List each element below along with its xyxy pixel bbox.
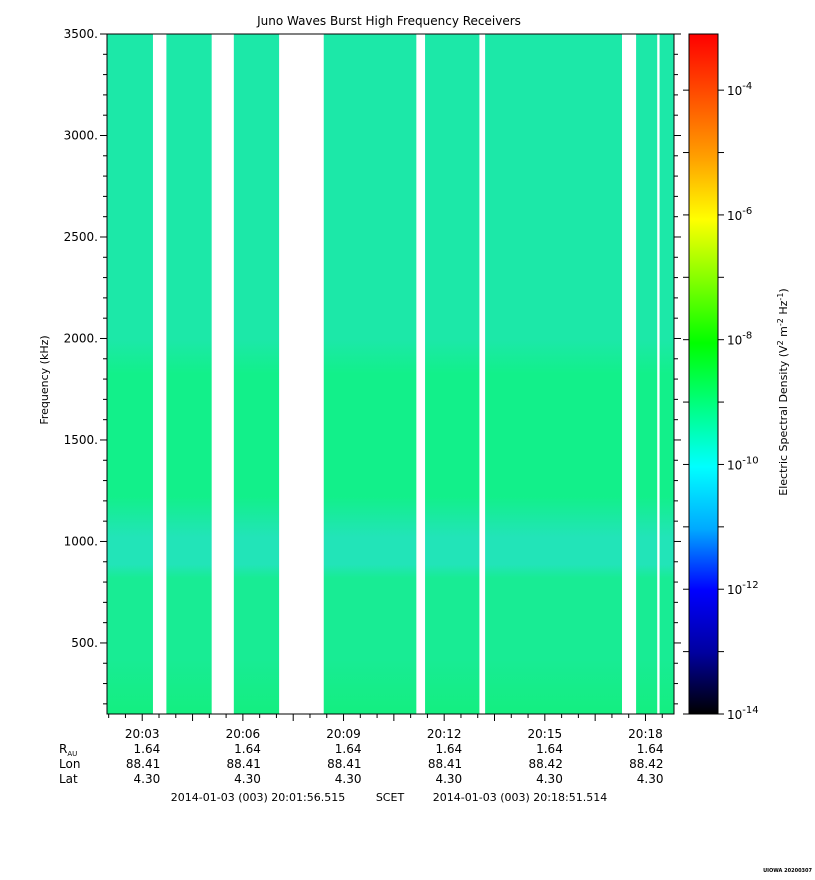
x-axis: 20:03 20:06 20:09 20:12 20:15 20:18 [108,714,663,741]
ephemeris-value: 1.64 [536,742,563,756]
colorbar-tick-label: 10-10 [727,455,759,472]
ephemeris-row-label: Lat [59,772,78,786]
colorbar-tick-label: 10-8 [727,331,752,348]
colorbar-tick-exponent: -10 [742,455,758,466]
ephemeris-value: 4.30 [335,772,362,786]
colorbar-tick-base: 10 [727,84,742,98]
time-range-footer: 2014-01-03 (003) 20:01:56.515 SCET 2014-… [171,791,607,804]
data-interval-band-7 [636,34,658,714]
time-range-start: 2014-01-03 (003) 20:01:56.515 [171,791,345,804]
ephemeris-value: 4.30 [134,772,161,786]
ephemeris-row-label-text: R [59,742,67,756]
ephemeris-value: 1.64 [134,742,161,756]
ephemeris-value: 4.30 [536,772,563,786]
colorbar-tick-base: 10 [727,209,742,223]
ephemeris-value: 88.41 [327,757,361,771]
colorbar-tick-base: 10 [727,708,742,722]
colorbar-tick-exponent: -6 [742,206,752,217]
ephemeris-value: 88.42 [528,757,562,771]
x-tick-label: 20:18 [628,727,663,741]
colorbar-tick-exponent: -12 [742,580,758,591]
colorbar-tick-exponent: -8 [742,331,752,342]
colorbar-tick-exponent: -4 [742,81,752,92]
y-tick-label: 500. [71,636,98,650]
data-interval-band-2 [166,34,212,714]
colorbar-tick-label: 10-6 [727,206,752,223]
ephemeris-value: 4.30 [637,772,664,786]
time-frame-label: SCET [376,791,405,804]
x-tick-label: 20:09 [326,727,361,741]
y-tick-label: 2500. [64,230,98,244]
ephemeris-row-label-subscript: AU [67,750,77,758]
y-tick-label: 1500. [64,433,98,447]
ephemeris-value: 1.64 [637,742,664,756]
x-tick-label: 20:15 [528,727,563,741]
data-interval-band-8 [659,34,674,714]
ephemeris-row-label: Lon [59,757,80,771]
y-tick-label: 1000. [64,534,98,548]
data-interval-band-4 [323,34,417,714]
ephemeris-value: 4.30 [435,772,462,786]
ephemeris-value: 1.64 [435,742,462,756]
colorbar-tick-label: 10-12 [727,580,759,597]
colorbar-scale [688,33,719,715]
ephemeris-value: 88.42 [629,757,663,771]
colorbar-tick-base: 10 [727,583,742,597]
time-range-end: 2014-01-03 (003) 20:18:51.514 [433,791,607,804]
ephemeris-value: 1.64 [335,742,362,756]
data-interval-band-3 [233,34,280,714]
ephemeris-row-label: RAU [59,742,77,758]
spectrogram-plot-area [107,34,674,714]
y-axis-label: Frequency (kHz) [38,335,51,424]
ephemeris-value: 88.41 [126,757,160,771]
colorbar-tick-label: 10-14 [727,705,759,722]
ephemeris-value: 4.30 [234,772,261,786]
ephemeris-value: 1.64 [234,742,261,756]
colorbar-tick-base: 10 [727,334,742,348]
colorbar-label: Electric Spectral Density (V2 m-2 Hz-1) [776,288,791,495]
x-tick-label: 20:03 [125,727,160,741]
plot-frame [106,33,675,715]
colorbar-tick-base: 10 [727,458,742,472]
ephemeris-row-label-text: Lon [59,757,80,771]
ephemeris-row-label-text: Lat [59,772,78,786]
ephemeris-table: RAU 1.64 1.64 1.64 1.64 1.64 1.64 Lon 88.41 88.41… [59,742,663,786]
y-tick-label: 2000. [64,331,98,345]
y-tick-label: 3500. [64,27,98,41]
production-stamp: UIOWA 20200307 [763,868,812,874]
x-tick-label: 20:06 [226,727,261,741]
data-interval-band-6 [485,34,622,714]
y-axis: 500. 1000. 1500. 2000. 2500. 3000. 3500. [64,27,681,705]
x-tick-label: 20:12 [427,727,462,741]
ephemeris-value: 88.41 [428,757,462,771]
colorbar-tick-exponent: -14 [742,705,758,716]
y-tick-label: 3000. [64,128,98,142]
data-interval-band-5 [425,34,480,714]
ephemeris-value: 88.41 [227,757,261,771]
colorbar-tick-label: 10-4 [727,81,752,98]
data-interval-band-1 [107,34,153,714]
chart-title: Juno Waves Burst High Frequency Receiver… [256,14,521,28]
